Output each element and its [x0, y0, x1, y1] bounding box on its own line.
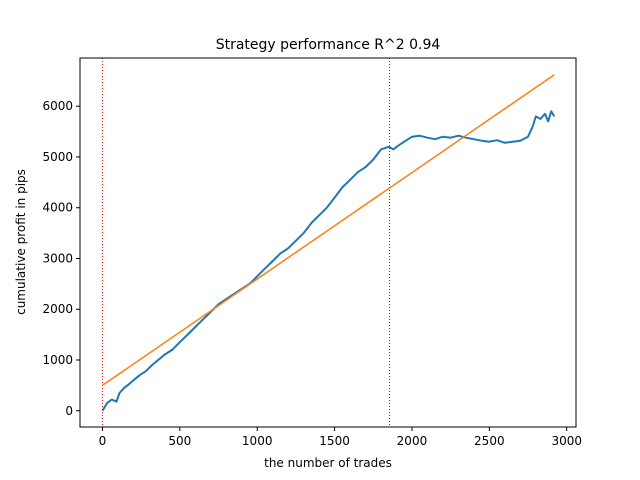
y-axis-label: cumulative profit in pips [14, 169, 28, 315]
x-tick-label: 2000 [397, 434, 428, 448]
series-linear-fit-line [101, 74, 555, 387]
y-tick-label: 5000 [42, 150, 73, 164]
y-tick-label: 3000 [42, 251, 73, 265]
x-tick-label: 1500 [319, 434, 350, 448]
plot-frame [79, 57, 577, 428]
x-tick-label: 1000 [242, 434, 273, 448]
x-tick-label: 0 [99, 434, 107, 448]
y-tick-label: 2000 [42, 302, 73, 316]
y-tick-label: 0 [65, 404, 73, 418]
y-tick-label: 6000 [42, 99, 73, 113]
y-tick-label: 4000 [42, 201, 73, 215]
x-tick-label: 3000 [551, 434, 582, 448]
x-axis-label: the number of trades [264, 456, 392, 470]
plot-area [101, 58, 556, 427]
chart-title: Strategy performance R^2 0.94 [216, 37, 441, 53]
x-tick-label: 500 [168, 434, 191, 448]
axis-ticks: 0 500 1000 1500 2000 2500 3000 0 1000 2000 3000 400… [42, 99, 582, 448]
series-cumulative-profit-line [101, 110, 556, 412]
x-tick-label: 2500 [474, 434, 505, 448]
y-tick-label: 1000 [42, 353, 73, 367]
